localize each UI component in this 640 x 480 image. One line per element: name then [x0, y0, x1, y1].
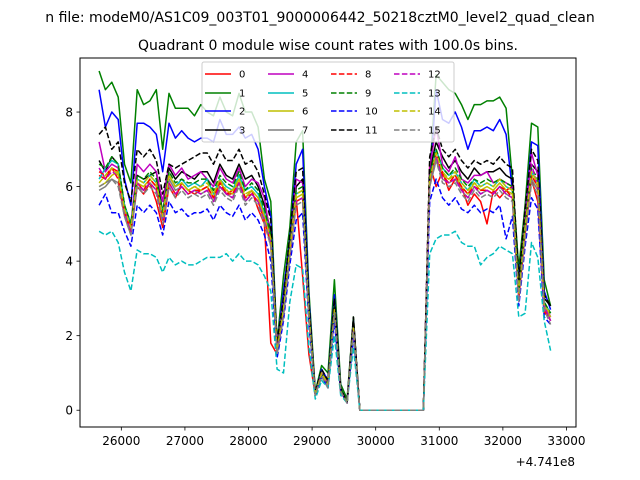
legend-item-6: 6	[268, 107, 308, 118]
series-line-3	[98, 141, 552, 411]
legend-label: 1	[239, 89, 245, 100]
legend-label: 0	[239, 70, 245, 81]
legend-item-5: 5	[268, 89, 308, 100]
legend-label: 15	[428, 126, 441, 137]
series-layer	[98, 70, 552, 411]
y-tick-label: 0	[65, 404, 73, 418]
series-line-10	[98, 178, 552, 411]
series-line-9	[98, 148, 552, 411]
legend-item-3: 3	[205, 126, 245, 137]
y-tick-label: 2	[65, 329, 73, 343]
x-tick-label: 28000	[229, 434, 267, 448]
y-tick-label: 6	[65, 180, 73, 194]
series-line-14	[98, 152, 552, 411]
legend-item-2: 2	[205, 107, 245, 118]
x-axis: 26000 27000 28000 29000 30000 31000 32000 33000	[102, 427, 586, 448]
legend-item-14: 14	[394, 107, 441, 118]
x-tick-label: 31000	[420, 434, 458, 448]
legend-item-1: 1	[205, 89, 245, 100]
figure-suptitle: n file: modeM0/AS1C09_003T01_9000006442_…	[45, 10, 594, 26]
legend-item-4: 4	[268, 70, 308, 81]
series-line-11	[98, 126, 552, 411]
legend-item-10: 10	[331, 107, 378, 118]
x-tick-label: 27000	[166, 434, 204, 448]
chart-title: Quadrant 0 module wise count rates with …	[138, 38, 518, 54]
legend-item-13: 13	[394, 89, 441, 100]
legend-item-9: 9	[331, 89, 371, 100]
legend-item-7: 7	[268, 126, 308, 137]
legend-label: 9	[365, 89, 371, 100]
legend-item-11: 11	[331, 126, 378, 137]
x-axis-offset-label: +4.741e8	[516, 455, 575, 469]
legend-label: 2	[239, 107, 245, 118]
x-tick-label: 32000	[484, 434, 522, 448]
legend-item-0: 0	[205, 70, 245, 81]
series-line-4	[98, 126, 552, 411]
legend-label: 8	[365, 70, 371, 81]
legend-item-15: 15	[394, 126, 441, 137]
legend-label: 5	[302, 89, 308, 100]
plot-frame	[79, 57, 577, 428]
legend-item-12: 12	[394, 70, 441, 81]
legend-label: 14	[428, 107, 441, 118]
series-line-12	[98, 156, 552, 411]
series-line-1	[98, 70, 552, 411]
legend-label: 7	[302, 126, 308, 137]
legend-frame	[201, 61, 455, 143]
legend-label: 12	[428, 70, 441, 81]
y-axis: 0 2 4 6 8	[65, 106, 80, 418]
y-tick-label: 4	[65, 255, 73, 269]
x-tick-label: 33000	[547, 434, 585, 448]
y-tick-label: 8	[65, 106, 73, 120]
series-line-2	[98, 88, 552, 411]
legend-item-8: 8	[331, 70, 371, 81]
x-tick-label: 30000	[357, 434, 395, 448]
x-tick-label: 29000	[293, 434, 331, 448]
x-tick-label: 26000	[102, 434, 140, 448]
legend-label: 10	[365, 107, 378, 118]
series-line-13	[98, 230, 552, 411]
legend-label: 11	[365, 126, 378, 137]
legend-label: 4	[302, 70, 308, 81]
series-line-15	[98, 159, 552, 411]
legend-label: 3	[239, 126, 245, 137]
legend-label: 6	[302, 107, 308, 118]
legend-label: 13	[428, 89, 441, 100]
